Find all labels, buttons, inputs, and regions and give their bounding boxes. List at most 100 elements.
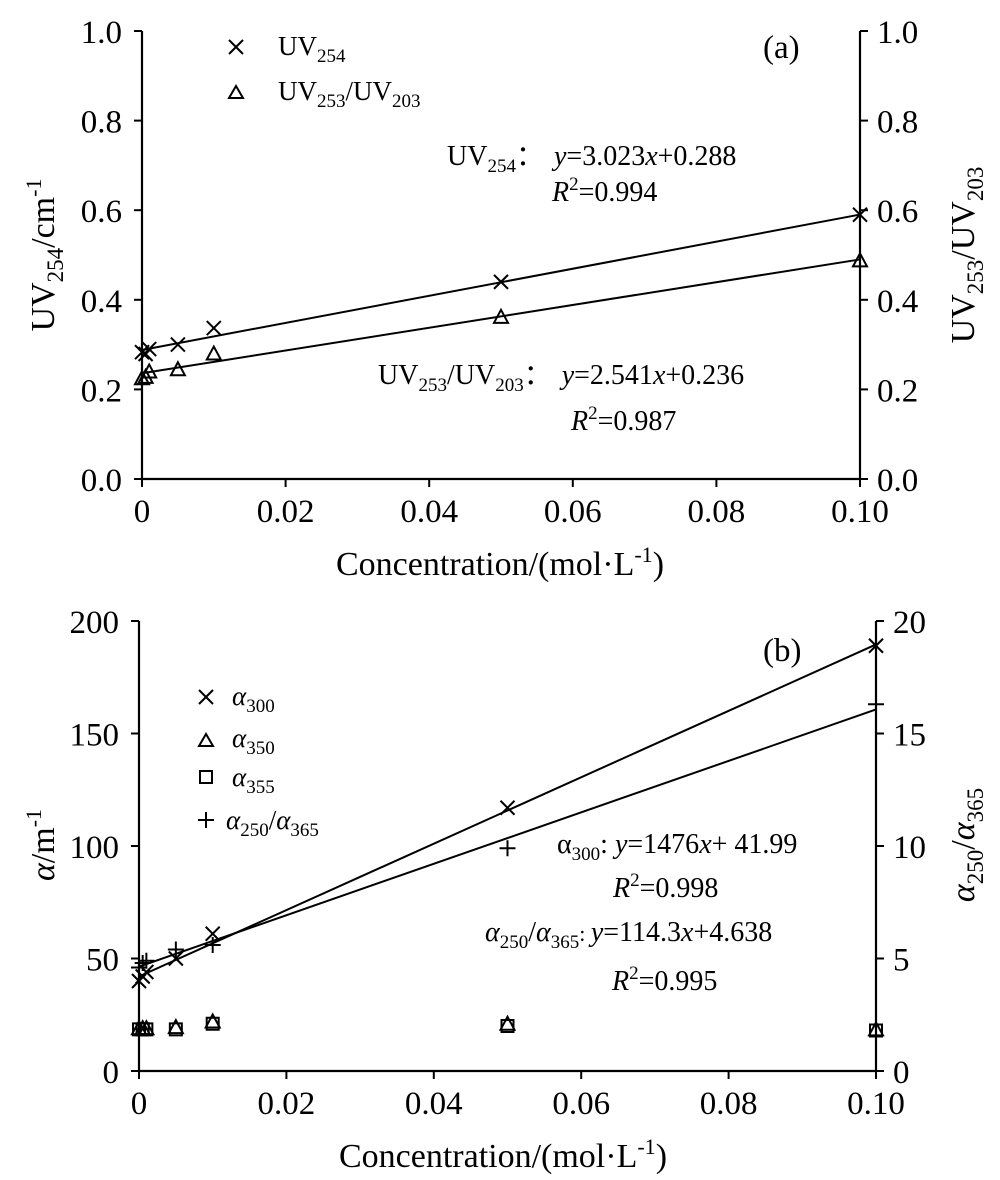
- panel-b-data-point: [168, 950, 184, 967]
- panel-a-axes: 0 0.02 0.04 0.06 0.08 0.100.00.20.40.60.81.00…: [81, 15, 919, 530]
- panel-a-data-point: [169, 360, 187, 377]
- panel-a-y-tick-label: 0.2: [81, 373, 122, 409]
- panel-a-data-point: [493, 274, 509, 290]
- panel-a-data-point: [141, 341, 157, 357]
- panel-a-x-tick-label: 0.10: [831, 494, 889, 530]
- legend-alpha300-label: α300: [232, 681, 275, 717]
- panel-a-y-tick-label: 0.6: [81, 194, 122, 230]
- legend-ratio253-label: UV253/UV203: [278, 76, 421, 112]
- panel-b-data-point: [205, 1016, 220, 1031]
- panel-b-x-tick-label: 0.08: [700, 1086, 758, 1122]
- panel-b-y-tick-label: 100: [70, 830, 120, 866]
- panel-b-fit-line-3: [138, 708, 877, 968]
- legend-alpha355-marker: [199, 770, 213, 784]
- panel-b-x-axis-title: Concentration/(mol·L-1): [339, 1134, 667, 1175]
- panel-a-y-tick-label: 0.4: [81, 284, 122, 320]
- annotation-ratio253-r2: R2=0.987: [570, 403, 676, 437]
- panel-b-chart: 0 0.02 0.04 0.06 0.08 0.100501001502000510152…: [21, 605, 988, 1175]
- panel-b-y2-axis-title: α250/α365: [945, 788, 988, 902]
- panel-b-data-point: [139, 1022, 154, 1037]
- panel-a-x-tick-label: 0.06: [544, 494, 602, 530]
- panel-b-data-point: [168, 1022, 183, 1037]
- panel-b-data-point: [134, 955, 151, 971]
- panel-b-data-point: [167, 941, 184, 958]
- panel-b-annotations: α300: y=1476x+ 41.99 R2=0.998 α250/α365:…: [485, 829, 797, 997]
- panel-a-x-axis-title: Concentration/(mol·L-1): [336, 542, 664, 583]
- legend-alpha300-marker: [198, 689, 214, 705]
- panel-a-fit-line-1: [141, 258, 861, 375]
- panel-b-y-tick-label: 150: [70, 718, 120, 754]
- panel-b-y-tick-label: 200: [70, 605, 120, 641]
- annotation-alpha-ratio-r2: R2=0.995: [611, 963, 717, 997]
- panel-a-x-tick-label: 0.04: [400, 494, 458, 530]
- panel-a-data-point: [140, 362, 158, 379]
- panel-b-label: (b): [763, 633, 801, 669]
- panel-b-fit-line-0: [138, 643, 877, 978]
- legend-alpha350-label: α350: [232, 723, 275, 759]
- panel-a-y-tick-label: 0.8: [81, 105, 122, 141]
- panel-b-data-point: [499, 800, 516, 816]
- panel-a-y2-tick-label: 0.0: [877, 463, 918, 499]
- annotation-uv254-equation: UV254： y=3.023x+0.288: [447, 141, 736, 177]
- panel-a-series-1: [133, 251, 869, 386]
- panel-b-x-tick-label: 0.06: [552, 1086, 610, 1122]
- panel-a-marks: [133, 206, 869, 386]
- panel-b-data-point: [137, 1019, 156, 1036]
- annotation-alpha300-r2: R2=0.998: [612, 870, 718, 904]
- panel-a-y-axis-title: UV254/cm-1: [21, 179, 68, 332]
- panel-b-y2-tick-label: 10: [893, 830, 926, 866]
- panel-a-y2-tick-label: 1.0: [877, 15, 918, 51]
- panel-b-data-point: [500, 1019, 515, 1033]
- legend-ratio253-marker: [227, 84, 245, 99]
- panel-a-x-tick-label: 0: [134, 494, 151, 530]
- annotation-alpha300-equation: α300: y=1476x+ 41.99: [557, 829, 797, 865]
- panel-a-series-0: [134, 206, 868, 362]
- panel-b-x-tick-label: 0: [131, 1086, 148, 1122]
- panel-a-y-tick-label: 0.0: [81, 463, 122, 499]
- legend-alpha355-label: α355: [232, 762, 275, 798]
- panel-a-y2-axis-title: UV253/UV203: [945, 167, 988, 344]
- panel-a-x-tick-label: 0.08: [688, 494, 746, 530]
- panel-a-y2-tick-label: 0.4: [877, 284, 918, 320]
- panel-a-y2-tick-label: 0.6: [877, 194, 918, 230]
- panel-a-data-point: [170, 336, 186, 353]
- panel-a-annotations: UV254： y=3.023x+0.288 R2=0.994 UV253/UV20…: [378, 141, 744, 437]
- legend-uv254-marker: [228, 39, 244, 55]
- panel-a-chart: 0 0.02 0.04 0.06 0.08 0.100.00.20.40.60.81.00…: [21, 15, 988, 583]
- panel-b-y2-tick-label: 0: [893, 1055, 910, 1091]
- panel-b-data-point: [204, 937, 221, 953]
- panel-b-legend: α300 α350 α355 α250/α365: [197, 681, 319, 841]
- panel-b-axes: 0 0.02 0.04 0.06 0.08 0.100501001502000510152…: [70, 605, 927, 1122]
- panel-a-data-point: [492, 307, 510, 324]
- panel-b-y2-tick-label: 15: [893, 718, 926, 754]
- panel-b-x-tick-label: 0.04: [405, 1086, 463, 1122]
- panel-a-y-tick-label: 1.0: [81, 15, 122, 51]
- panel-b-data-point: [499, 840, 516, 857]
- panel-a-legend: UV254 UV253/UV203: [227, 31, 421, 112]
- panel-b-data-point: [204, 1012, 222, 1029]
- legend-alpha350-marker: [197, 732, 215, 747]
- panel-b-y-axis-title: α/m-1: [21, 809, 62, 881]
- panel-a-data-point: [205, 344, 223, 361]
- panel-b-y-tick-label: 0: [103, 1055, 120, 1091]
- panel-b-y-tick-label: 50: [86, 943, 119, 979]
- panel-b-data-point: [498, 1014, 517, 1031]
- legend-alpha-ratio-marker: [198, 812, 214, 828]
- annotation-alpha-ratio-equation: α250/α365: y=114.3x+4.638: [485, 917, 772, 953]
- annotation-ratio253-equation: UV253/UV203： y=2.541x+0.236: [378, 360, 744, 396]
- panel-b-data-point: [138, 952, 155, 969]
- panel-b-y2-tick-label: 20: [893, 605, 926, 641]
- panel-a-data-point: [206, 320, 222, 336]
- panel-a-y2-tick-label: 0.2: [877, 373, 918, 409]
- panel-a-y2-tick-label: 0.8: [877, 105, 918, 141]
- panel-b-series-2: [132, 1016, 883, 1038]
- panel-b-x-tick-label: 0.02: [258, 1086, 316, 1122]
- panel-a-label: (a): [763, 30, 800, 66]
- legend-uv254-label: UV254: [278, 31, 346, 67]
- panel-b-series-0: [131, 638, 884, 989]
- panel-a-x-tick-label: 0.02: [257, 494, 315, 530]
- panel-b-x-tick-label: 0.10: [847, 1086, 905, 1122]
- panel-b-data-point: [167, 1018, 185, 1035]
- panel-b-y2-tick-label: 5: [893, 943, 910, 979]
